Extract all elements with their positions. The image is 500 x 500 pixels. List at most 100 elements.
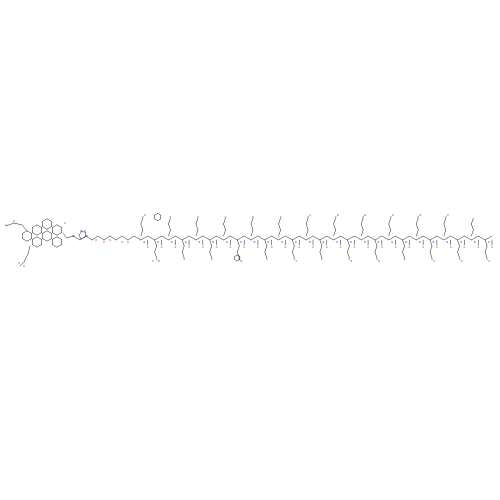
oxygen-atom: O — [321, 258, 323, 261]
nitrogen-atom: N — [80, 230, 82, 233]
oxygen-atom: O — [459, 258, 461, 261]
triazole-ring — [81, 230, 87, 234]
peptide-backbone — [326, 235, 334, 241]
peptide-backbone — [381, 235, 389, 241]
side-chain — [484, 251, 488, 259]
oxygen-atom: O — [293, 258, 295, 261]
oxygen-atom: O — [417, 216, 419, 219]
triazole-ring — [78, 234, 82, 240]
side-chain — [305, 217, 309, 225]
side-chain — [347, 239, 350, 247]
oxygen-atom: O — [312, 246, 314, 249]
ester-chain — [21, 224, 28, 232]
oxygen-atom: O — [295, 260, 297, 263]
tyrosine-ring — [154, 218, 158, 221]
side-chain — [457, 239, 460, 247]
side-chain — [209, 251, 212, 259]
triazole-ring — [84, 232, 87, 238]
peptide-backbone — [416, 235, 424, 241]
oxygen-atom: O — [307, 216, 309, 219]
peptide-backbone — [333, 235, 341, 241]
histidine-ring — [234, 254, 238, 257]
nitrogen-atom: N — [419, 214, 421, 217]
oxygen-atom: O — [152, 260, 154, 263]
peptide-backbone — [223, 235, 231, 241]
nitrogen-atom: N — [433, 241, 435, 244]
oxygen-atom: O — [335, 216, 337, 219]
side-chain — [278, 217, 281, 225]
side-chain — [292, 245, 295, 253]
peptide-backbone — [230, 235, 238, 241]
oxygen-atom: O — [477, 246, 479, 249]
oxygen-atom: O — [127, 241, 129, 244]
side-chain — [250, 223, 254, 231]
peptide-backbone — [443, 235, 451, 241]
side-chain — [209, 245, 212, 253]
ring — [36, 224, 42, 228]
peptide-backbone — [305, 235, 314, 241]
nitrogen-atom: N — [350, 241, 352, 244]
histidine-ring — [237, 254, 241, 257]
oxygen-atom: O — [73, 235, 75, 238]
peptide-backbone — [216, 235, 224, 241]
oxygen-atom: O — [64, 222, 66, 225]
side-chain — [168, 217, 171, 225]
oxygen-atom: O — [243, 246, 245, 249]
nitrogen-atom: N — [86, 235, 88, 238]
ring — [52, 236, 58, 240]
side-chain — [264, 251, 268, 259]
oxygen-atom: O — [349, 258, 351, 261]
side-chain — [484, 239, 488, 247]
ring — [56, 224, 62, 228]
peptide-backbone — [340, 235, 348, 241]
oxygen-atom: O — [174, 246, 176, 249]
nitrogen-atom: N — [281, 241, 283, 244]
ring — [32, 244, 38, 248]
side-chain — [223, 223, 226, 231]
ring — [46, 230, 52, 234]
hydroxyl-chain — [62, 232, 68, 239]
oxygen-atom: O — [447, 214, 449, 217]
peptide-backbone — [133, 235, 142, 241]
hydroxyl-chain — [66, 235, 74, 239]
nitrogen-atom: N — [240, 241, 242, 244]
ring — [42, 218, 48, 222]
side-chain — [360, 223, 364, 231]
side-chain — [305, 223, 309, 231]
peptide-backbone — [264, 235, 272, 241]
oxygen-atom: O — [257, 246, 259, 249]
oxygen-atom: O — [211, 258, 213, 261]
ring — [56, 236, 62, 240]
peptide-backbone — [195, 235, 204, 241]
oxygen-atom: O — [225, 216, 227, 219]
side-chain — [429, 239, 433, 247]
side-chain — [429, 245, 433, 253]
side-chain — [250, 229, 254, 237]
nitrogen-atom: N — [337, 214, 339, 217]
side-chain — [27, 245, 31, 255]
peptide-backbone — [292, 235, 300, 241]
side-chain — [443, 223, 447, 231]
linker-chain — [109, 235, 117, 241]
nitrogen-atom: N — [84, 230, 86, 233]
side-chain — [457, 251, 460, 259]
nitrogen-atom: N — [171, 241, 173, 244]
side-chain — [388, 217, 391, 225]
side-chain — [360, 217, 364, 225]
peptide-backbone — [250, 235, 259, 241]
side-chain — [223, 229, 226, 237]
nitrogen-atom: N — [309, 241, 311, 244]
side-chain — [237, 251, 240, 259]
side-chain — [292, 239, 295, 247]
nitrogen-atom: N — [144, 241, 146, 244]
nitrogen-atom: N — [446, 241, 448, 244]
oxygen-atom: O — [488, 260, 490, 263]
ester-chain — [13, 222, 23, 226]
peptide-backbone — [464, 235, 472, 241]
linker-chain — [97, 235, 105, 241]
side-chain — [471, 229, 474, 237]
side-chain — [264, 245, 268, 253]
side-chain — [319, 251, 323, 259]
side-chain — [347, 245, 350, 253]
